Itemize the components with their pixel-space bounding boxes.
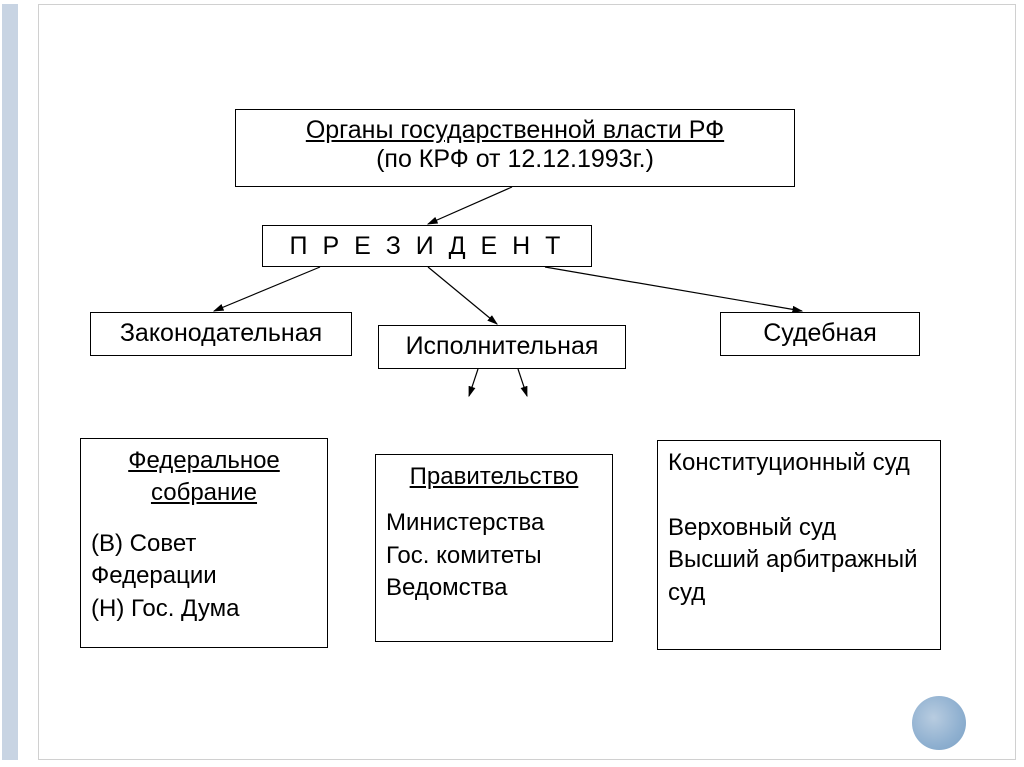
executive-label: Исполнительная xyxy=(406,332,599,360)
government-node: Правительство Министерства Гос. комитеты… xyxy=(375,454,613,642)
root-subtitle: (по КРФ от 12.12.1993г.) xyxy=(246,145,784,174)
root-node: Органы государственной власти РФ (по КРФ… xyxy=(235,109,795,187)
judicial-node: Судебная xyxy=(720,312,920,356)
federal-assembly-line-1: (Н) Гос. Дума xyxy=(91,593,317,625)
legislative-node: Законодательная xyxy=(90,312,352,356)
legislative-label: Законодательная xyxy=(120,319,322,347)
executive-node: Исполнительная xyxy=(378,325,626,369)
government-line-0: Министерства xyxy=(386,507,602,539)
courts-line-1 xyxy=(668,479,930,511)
federal-assembly-node: Федеральное собрание (В) Совет Федерации… xyxy=(80,438,328,648)
courts-line-2: Верховный суд xyxy=(668,512,930,544)
president-label: П Р Е З И Д Е Н Т xyxy=(290,232,565,260)
courts-line-0: Конституционный суд xyxy=(668,447,930,479)
courts-line-3: Высший арбитражный суд xyxy=(668,544,930,609)
president-node: П Р Е З И Д Е Н Т xyxy=(262,225,592,267)
government-heading: Правительство xyxy=(386,461,602,493)
courts-node: Конституционный суд Верховный суд Высший… xyxy=(657,440,941,650)
federal-assembly-line-0: (В) Совет Федерации xyxy=(91,528,317,593)
judicial-label: Судебная xyxy=(763,319,877,347)
government-line-2: Ведомства xyxy=(386,572,602,604)
government-line-1: Гос. комитеты xyxy=(386,540,602,572)
root-title: Органы государственной власти РФ xyxy=(246,116,784,145)
side-stripe xyxy=(2,4,18,760)
federal-assembly-heading: Федеральное собрание xyxy=(91,445,317,510)
decoration-circle xyxy=(912,696,966,750)
